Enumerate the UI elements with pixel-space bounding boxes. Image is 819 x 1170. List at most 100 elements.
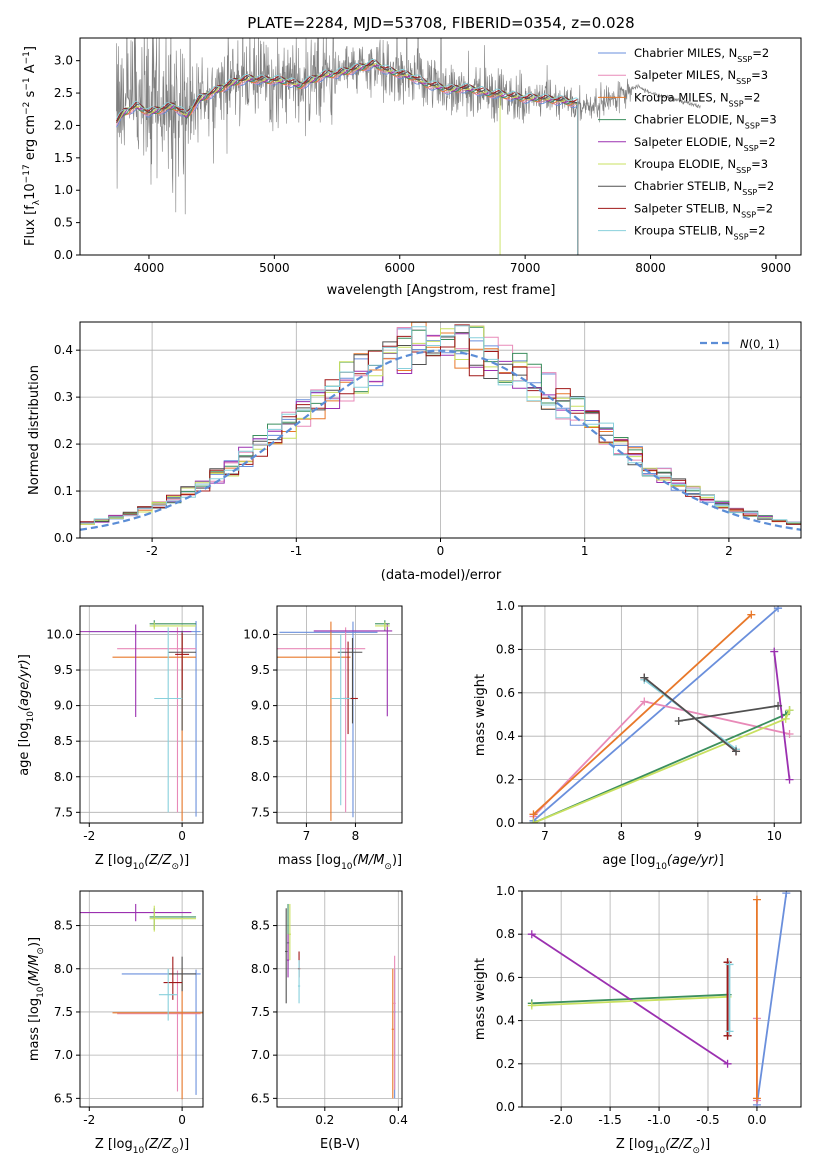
legend-text: Salpeter STELIB, N: [634, 201, 741, 215]
label-part: ]: [23, 46, 38, 51]
x-tick-label: -1: [290, 544, 302, 558]
x-tick-label: 8: [352, 829, 360, 843]
y-tick-label: 1.0: [496, 599, 515, 613]
y-tick-label: 1.5: [54, 151, 73, 165]
y-tick-label: 10.0: [243, 627, 270, 641]
legend-label: Kroupa STELIB, NSSP=2: [634, 224, 765, 242]
weightZ-point-salpeter_stelib: [723, 1031, 732, 1040]
label-part: Z [log: [95, 1137, 133, 1152]
label-part: λ: [32, 199, 42, 205]
label-part: ]: [17, 654, 32, 659]
plot-area: [115, 38, 701, 255]
y-tick-label: 7.0: [251, 1048, 270, 1062]
massEbv-xlabel: E(B-V): [320, 1137, 360, 1152]
y-tick-label: 9.5: [251, 663, 270, 677]
y-tick-label: 0.3: [54, 390, 73, 404]
ageZ-xlabel: Z [log10(Z/Z⊙)]: [95, 853, 189, 872]
y-tick-label: 0.6: [496, 970, 515, 984]
weight-point-salpeter_miles: [785, 730, 794, 739]
x-tick-label: 7000: [510, 261, 541, 275]
y-tick-label: 0.5: [54, 216, 73, 230]
massZ-xlabel: Z [log10(Z/Z⊙)]: [95, 1137, 189, 1156]
legend-sub: SSP: [737, 55, 752, 64]
x-tick-label: 0.4: [389, 1113, 408, 1127]
legend-text-end: =2: [749, 224, 766, 238]
label-part: age [log: [17, 723, 32, 776]
y-tick-label: 8.5: [54, 919, 73, 933]
legend-label: Chabrier STELIB, NSSP=2: [634, 179, 774, 197]
axes-frame: [79, 605, 204, 824]
axes-frame: [276, 890, 403, 1108]
label-part: −2: [22, 102, 32, 115]
weightZ-line-chabrier_miles: [756, 893, 788, 1105]
x-tick-label: 0: [178, 1113, 186, 1127]
y-tick-label: 0.1: [54, 484, 73, 498]
legend-sub: SSP: [741, 210, 756, 219]
spectrum-ylabel: Flux [fλ10−17 erg cm−2 s−1 A−1]: [22, 46, 42, 246]
panel-residuals: -2 -1 0 1 2 0.0 0.1 0.2 0.3 0.4 N(0, 1) (data-model…: [27, 321, 802, 583]
spectrum-xlabel: wavelength [Angstrom, rest frame]: [327, 283, 556, 298]
label-part: s: [23, 90, 38, 101]
label-part: )]: [392, 853, 402, 868]
axes-frame: [79, 37, 802, 256]
panel-mass_vs_Z: -2 06.57.07.58.08.5Z [log10(Z/Z⊙)]mass [l…: [27, 890, 204, 1156]
x-tick-label: 0.0: [747, 1113, 766, 1127]
x-tick-label: 2: [725, 544, 733, 558]
normal-curve: [80, 349, 801, 531]
y-tick-label: 2.0: [54, 118, 73, 132]
label-part: ⊙: [171, 1146, 179, 1156]
y-tick-label: 0.2: [54, 437, 73, 451]
x-tick-label: 8: [618, 829, 626, 843]
legend-sub: SSP: [736, 166, 751, 175]
y-tick-label: 0.2: [496, 1057, 515, 1071]
y-tick-label: 7.0: [54, 1048, 73, 1062]
y-tick-label: 8.0: [54, 770, 73, 784]
axes-frame: [79, 890, 204, 1108]
weight-point-chabrier_miles: [774, 606, 783, 613]
ageMass-xlabel: mass [log10(M/M⊙)]: [278, 853, 402, 872]
legend-params: (0, 1): [749, 337, 780, 351]
y-tick-label: 1.0: [496, 884, 515, 898]
weight-point-kroupa_elodie: [529, 819, 538, 823]
weight-point-chabrier_stelib: [774, 701, 783, 710]
x-tick-label: 10: [767, 829, 782, 843]
weight-line-chabrier_miles: [532, 607, 779, 822]
legend-sub: SSP: [745, 121, 760, 130]
model-spectrum-salpeter_stelib: [116, 59, 579, 255]
weight-line-salpeter_miles: [532, 700, 790, 818]
label-part: )]: [700, 1137, 710, 1152]
weightAge-xlabel: age [log10(age/yr)]: [602, 853, 724, 872]
label-part: 10: [23, 183, 38, 200]
x-tick-label: -1.0: [647, 1113, 670, 1127]
x-tick-label: 9000: [761, 261, 792, 275]
y-tick-label: 8.5: [251, 734, 270, 748]
x-tick-label: -2: [83, 1113, 95, 1127]
axes-frame: [521, 605, 802, 824]
y-tick-label: 0.2: [496, 773, 515, 787]
weight-point-chabrier_stelib: [732, 747, 741, 756]
label-part: )]: [27, 937, 42, 947]
legend-label: Salpeter MILES, NSSP=3: [634, 68, 768, 86]
plot-area: [80, 322, 801, 531]
label-part: mass [log: [278, 853, 341, 868]
label-part: Flux [f: [23, 205, 38, 246]
axes-frame: [276, 605, 403, 824]
x-tick-label: 7: [303, 829, 311, 843]
label-part: (Z/Z: [144, 853, 172, 868]
legend-text-end: =2: [752, 46, 769, 60]
weight-point-salpeter_elodie: [770, 647, 779, 656]
model-spectrum-kroupa_miles: [116, 63, 579, 255]
weightAge-ylabel: mass weight: [473, 674, 488, 756]
panels: 4000 5000 6000 7000 8000 90000.00.51.01.52.02…: [17, 37, 802, 1156]
label-part: 10: [26, 711, 36, 723]
label-part: 10: [654, 1146, 666, 1156]
y-tick-label: 9.0: [54, 699, 73, 713]
x-tick-label: 0: [437, 544, 445, 558]
weight-line-salpeter_elodie: [773, 651, 791, 780]
weightZ-point-kroupa_miles: [752, 1094, 761, 1103]
y-tick-label: 7.5: [54, 1005, 73, 1019]
x-tick-label: 6000: [384, 261, 415, 275]
weight-line-chabrier_elodie: [533, 709, 791, 823]
legend-text: Salpeter MILES, N: [634, 68, 736, 82]
